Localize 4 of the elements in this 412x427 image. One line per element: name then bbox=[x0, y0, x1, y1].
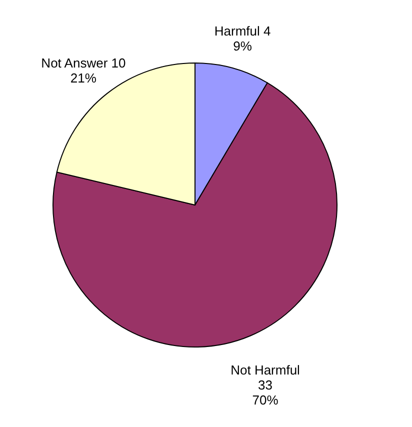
slice-label: Not Answer 10 21% bbox=[41, 56, 126, 86]
slice-label: Harmful 4 9% bbox=[214, 23, 271, 54]
slice-label: Not Harmful bbox=[230, 362, 300, 378]
data-label: 33 70% bbox=[252, 378, 279, 408]
